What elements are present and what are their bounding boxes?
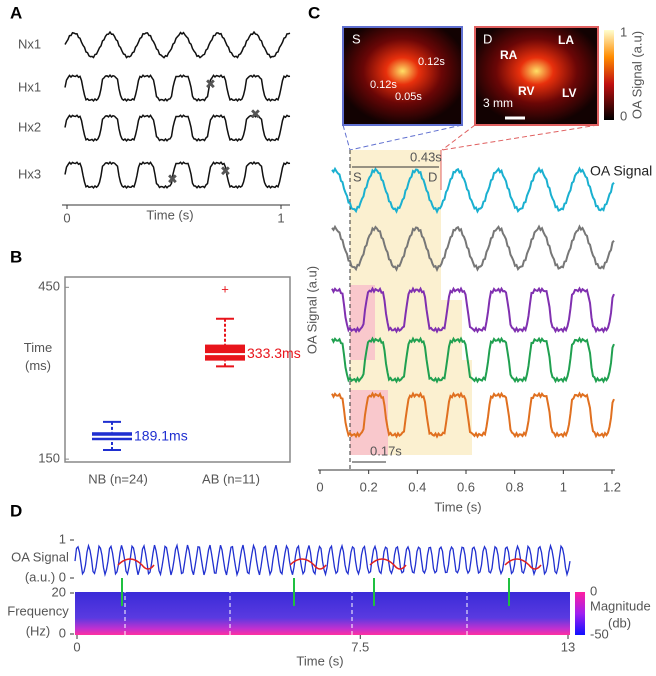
marker: ✖ [250, 106, 261, 121]
marker: ✖ [205, 76, 216, 91]
trace [504, 558, 542, 570]
axis-title: Time (s) [434, 499, 481, 514]
image-d [474, 26, 599, 126]
row-label: Nx1 [18, 36, 41, 51]
annotation: 0.12s [418, 56, 445, 68]
x-tick-label: 1 [277, 210, 284, 225]
annotation: S [353, 169, 362, 184]
y-tick-label: 150 [38, 451, 60, 466]
box [205, 344, 245, 361]
trace [117, 558, 155, 570]
axis-title: OA Signal (a.u) [304, 266, 319, 354]
image-label: S [352, 31, 361, 46]
annotation: 3 mm [483, 96, 513, 110]
trace [289, 558, 327, 570]
colorbar-title: Magnitude [590, 598, 651, 613]
annotation: 0.17s [370, 443, 402, 458]
axis-title: Frequency [7, 603, 69, 618]
colorbar-tick: 1 [620, 24, 627, 39]
y-tick-label: 0 [59, 569, 66, 584]
colorbar [575, 592, 585, 635]
x-tick-label: 7.5 [351, 639, 369, 654]
zoom-line [441, 124, 476, 151]
annotation: RV [518, 84, 534, 98]
y-tick-label: 450 [38, 279, 60, 294]
trace [64, 30, 291, 59]
trace [74, 542, 571, 578]
annotation: LV [562, 86, 576, 100]
colorbar [604, 30, 614, 120]
y-tick-label: 20 [52, 584, 66, 599]
annotation: D [428, 169, 437, 184]
panel-label: D [10, 501, 22, 520]
zoom-line [441, 124, 599, 151]
x-tick-label: 13 [561, 639, 575, 654]
shade [350, 390, 388, 455]
axis-title: OA Signal [11, 549, 69, 564]
y-tick-label: 0 [59, 625, 66, 640]
x-tick-label: 0 [63, 210, 70, 225]
axis-title: (Hz) [26, 623, 51, 638]
trace [64, 73, 291, 103]
x-tick-label: 0.8 [506, 479, 524, 494]
zoom-line [342, 124, 351, 151]
axis-title: Time (s) [146, 207, 193, 222]
row-label: Hx3 [18, 166, 41, 181]
trace [64, 113, 291, 143]
row-label: Hx1 [18, 79, 41, 94]
axis-title: Time (s) [296, 653, 343, 668]
annotation: LA [558, 33, 574, 47]
x-tick-label: 0.6 [457, 479, 475, 494]
annotation: 0.43s [410, 149, 442, 164]
y-tick-label: 1 [59, 531, 66, 546]
x-tick-label: 0.4 [408, 479, 426, 494]
annotation: OA Signal [590, 163, 652, 179]
x-tick-label: 1 [560, 479, 567, 494]
marker: ✖ [220, 163, 231, 178]
marker: ✖ [167, 171, 178, 186]
annotation: RA [500, 48, 518, 62]
trace [331, 286, 615, 334]
trace [331, 336, 615, 384]
x-tick-label: 0.2 [360, 479, 378, 494]
x-tick-label: AB (n=11) [202, 471, 260, 486]
trace [331, 391, 615, 439]
colorbar-tick: -50 [590, 626, 609, 641]
image-s [342, 26, 463, 126]
image-label: D [483, 31, 492, 46]
plot-frame [64, 276, 291, 463]
row-label: Hx2 [18, 119, 41, 134]
trace [331, 166, 615, 215]
x-tick-label: 1.2 [603, 479, 621, 494]
colorbar-tick: 0 [590, 583, 597, 598]
colorbar-tick: 0 [620, 108, 627, 123]
trace [64, 160, 291, 190]
axis-title: (a.u.) [25, 569, 55, 584]
value-label: 333.3ms [247, 345, 301, 361]
trace [331, 224, 615, 273]
colorbar-title: OA Signal (a.u) [629, 31, 644, 119]
annotation: 0.05s [395, 91, 422, 103]
outlier: + [221, 282, 229, 297]
colorbar-title: (db) [608, 615, 631, 630]
annotation: 0.12s [370, 79, 397, 91]
spectrogram [75, 592, 570, 635]
trace [369, 558, 407, 570]
axis-title: Time (ms) [24, 340, 52, 373]
x-tick-label: 0 [73, 639, 80, 654]
x-tick-label: NB (n=24) [88, 471, 148, 486]
value-label: 189.1ms [134, 427, 188, 443]
panel-label: A [10, 3, 22, 22]
zoom-line [349, 124, 463, 151]
shade [350, 285, 375, 360]
panel-label: C [308, 3, 320, 22]
x-tick-label: 0 [316, 479, 323, 494]
panel-label: B [10, 247, 22, 266]
